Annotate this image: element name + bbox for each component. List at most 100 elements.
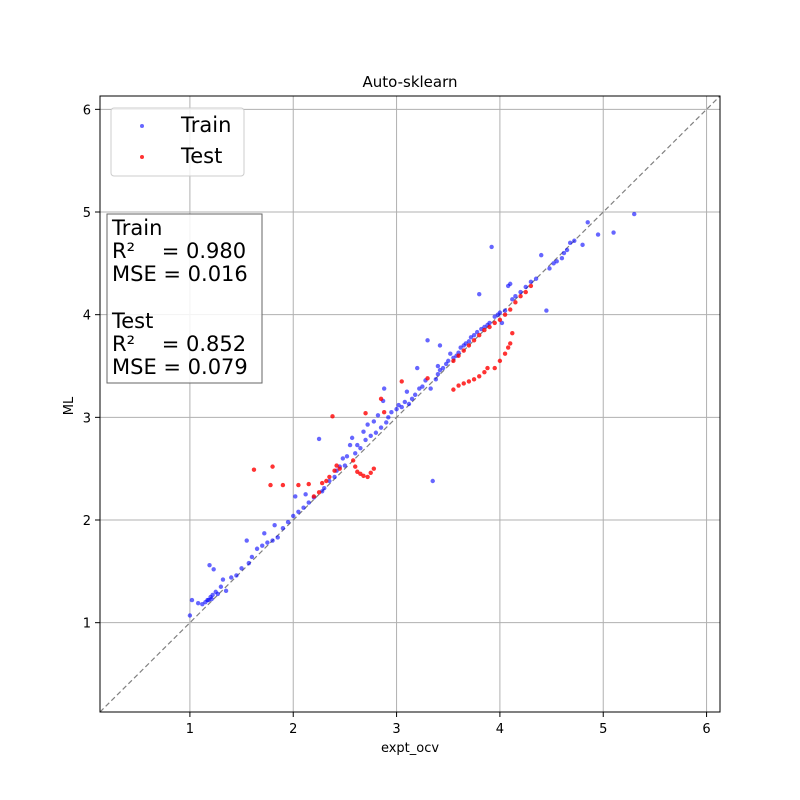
train-point: [293, 494, 298, 499]
train-point: [344, 454, 350, 459]
test-point: [451, 358, 456, 364]
legend-label-test: Test: [180, 144, 222, 168]
test-point: [296, 482, 301, 488]
train-point: [435, 363, 441, 369]
train-point: [499, 320, 505, 326]
train-point: [306, 500, 311, 505]
train-point: [409, 396, 415, 402]
series-test: [251, 283, 534, 499]
test-point: [332, 468, 337, 473]
test-point: [355, 469, 360, 474]
train-point: [544, 308, 549, 313]
chart-title: Auto-sklearn: [362, 73, 457, 91]
x-tick-label: 6: [702, 722, 710, 737]
train-point: [353, 451, 358, 456]
train-point: [373, 430, 379, 435]
train-point: [209, 596, 214, 602]
test-point: [306, 481, 311, 487]
test-point: [523, 289, 528, 295]
grid-lines: [100, 96, 720, 712]
stats-train-mse: MSE = 0.016: [112, 262, 248, 286]
train-point: [561, 250, 567, 256]
x-tick-label: 1: [186, 722, 194, 737]
train-point: [510, 297, 515, 302]
train-point: [595, 232, 601, 237]
train-point: [456, 350, 461, 355]
test-point: [497, 358, 503, 364]
train-point: [375, 413, 381, 418]
legend: Train Test: [110, 107, 245, 177]
train-point: [316, 436, 322, 442]
test-point: [399, 379, 404, 384]
x-tick-label: 2: [289, 722, 297, 737]
train-point: [394, 406, 399, 412]
train-point: [564, 247, 570, 253]
train-point: [417, 386, 422, 391]
train-point: [551, 261, 556, 266]
test-point: [482, 327, 487, 333]
test-point: [371, 466, 377, 471]
test-point: [361, 473, 366, 479]
train-point: [402, 399, 408, 405]
train-point: [433, 377, 439, 382]
legend-box: [110, 107, 245, 177]
train-point: [270, 538, 275, 543]
train-point: [195, 600, 201, 606]
test-point: [466, 379, 472, 384]
test-point: [451, 387, 456, 392]
train-point: [513, 294, 518, 299]
test-point: [350, 458, 356, 463]
train-point: [363, 437, 368, 443]
train-point: [358, 445, 363, 451]
test-point: [485, 365, 490, 371]
test-point: [518, 294, 523, 299]
train-point: [301, 505, 306, 510]
train-point: [458, 345, 463, 350]
train-point: [508, 281, 513, 287]
train-point: [518, 289, 523, 295]
train-point: [381, 386, 387, 391]
legend-label-train: Train: [180, 113, 231, 137]
y-tick-label: 4: [83, 309, 91, 324]
train-point: [420, 384, 425, 389]
train-point: [492, 314, 497, 319]
stats-test-heading: Test: [111, 309, 153, 333]
test-point: [251, 467, 257, 472]
legend-marker-train: [140, 124, 144, 128]
test-point: [477, 374, 482, 379]
train-point: [218, 584, 224, 589]
train-point: [386, 415, 391, 420]
train-point: [435, 372, 441, 377]
test-point: [425, 376, 430, 381]
test-point: [456, 383, 461, 388]
plot-frame: [99, 95, 721, 713]
train-point: [246, 560, 251, 566]
stats-train-r2: R² = 0.980: [112, 239, 246, 263]
test-point: [316, 490, 322, 495]
train-point: [327, 478, 332, 484]
test-point: [510, 330, 515, 336]
train-point: [412, 392, 418, 397]
test-point: [353, 464, 358, 469]
train-point: [234, 573, 239, 578]
test-point: [471, 338, 477, 343]
train-point: [349, 435, 355, 441]
train-point: [497, 310, 503, 315]
train-point: [265, 540, 270, 545]
series-train: [187, 211, 637, 618]
test-point: [358, 471, 363, 477]
train-point: [389, 410, 394, 415]
train-point: [523, 284, 528, 290]
train-point: [244, 538, 249, 543]
test-point: [492, 320, 497, 326]
test-point: [492, 365, 497, 371]
test-point: [461, 348, 466, 353]
test-point: [324, 478, 329, 484]
train-point: [368, 433, 373, 439]
train-point: [489, 244, 494, 250]
train-point: [567, 240, 573, 246]
train-point: [262, 531, 267, 536]
train-point: [559, 256, 565, 261]
train-point: [296, 509, 301, 514]
train-point: [200, 602, 205, 607]
